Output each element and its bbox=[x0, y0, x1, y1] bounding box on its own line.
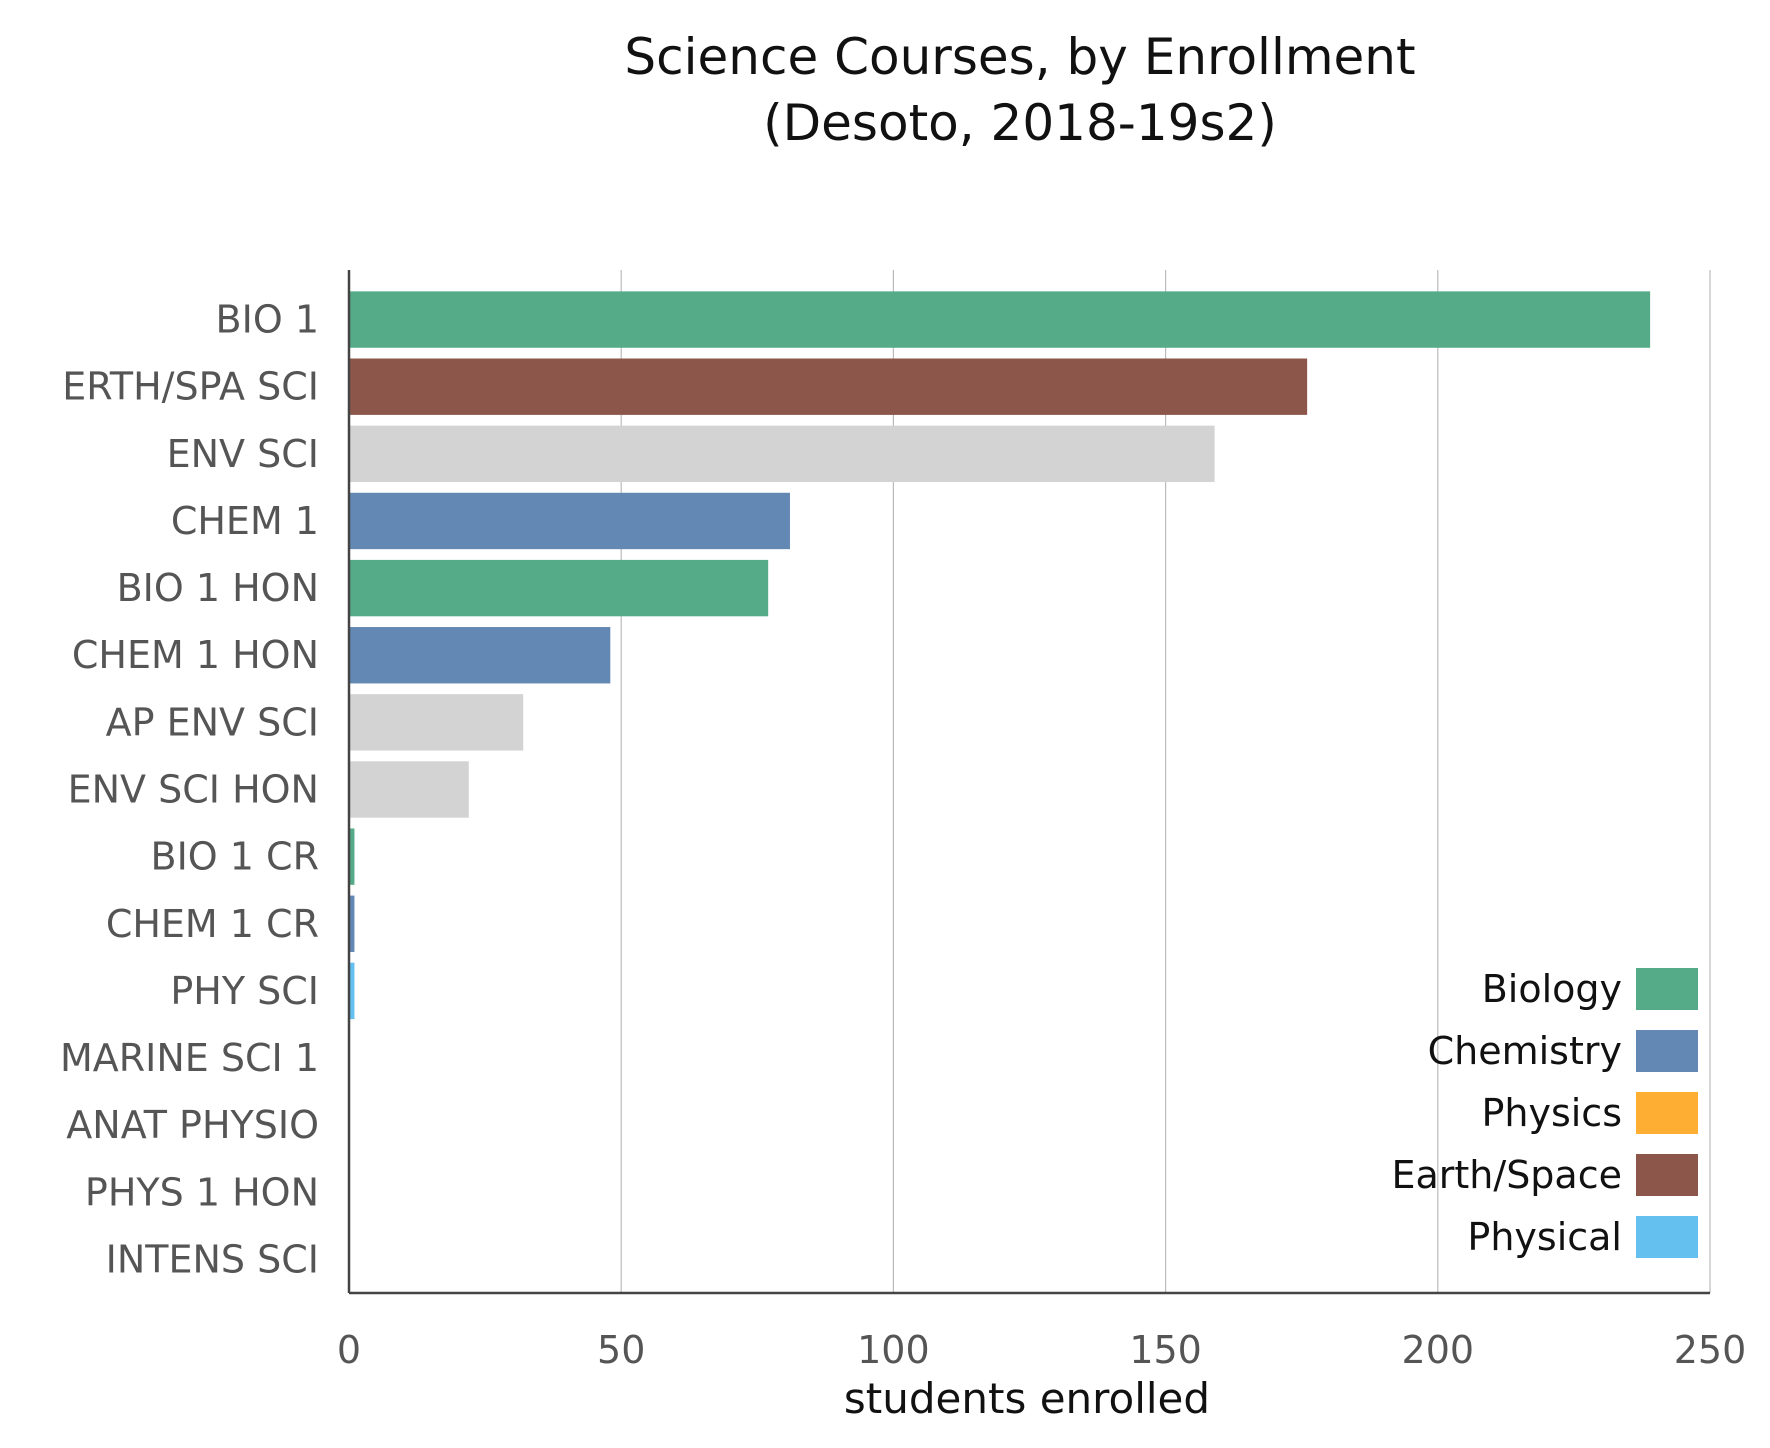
x-tick-label: 250 bbox=[1674, 1328, 1747, 1372]
bar bbox=[349, 627, 611, 684]
category-label: PHYS 1 HON bbox=[85, 1170, 319, 1214]
bar bbox=[349, 828, 355, 885]
bars bbox=[349, 291, 1651, 1020]
category-label: ENV SCI bbox=[167, 432, 319, 476]
x-tick-label: 100 bbox=[857, 1328, 930, 1372]
legend-label: Physics bbox=[1481, 1091, 1622, 1135]
category-label: ANAT PHYSIO bbox=[66, 1103, 319, 1147]
category-label: ERTH/SPA SCI bbox=[62, 365, 319, 409]
x-axis-label: students enrolled bbox=[844, 1374, 1210, 1423]
gridlines bbox=[620, 270, 1711, 1293]
category-label: BIO 1 bbox=[216, 298, 319, 342]
legend-swatch bbox=[1636, 1092, 1698, 1134]
category-label: BIO 1 CR bbox=[151, 835, 319, 879]
category-label: ENV SCI HON bbox=[68, 768, 319, 812]
x-tick-label: 200 bbox=[1402, 1328, 1475, 1372]
legend-swatch bbox=[1636, 1030, 1698, 1072]
bar bbox=[349, 425, 1215, 483]
bar bbox=[349, 694, 524, 751]
bar bbox=[349, 761, 469, 818]
category-label: PHY SCI bbox=[170, 969, 319, 1013]
bar bbox=[349, 559, 769, 617]
category-label: AP ENV SCI bbox=[106, 700, 319, 744]
x-tick-labels: 0 50 100 150 200 250 bbox=[337, 1328, 1746, 1372]
bar bbox=[349, 358, 1308, 415]
chart-title-line-2: (Desoto, 2018-19s2) bbox=[763, 94, 1277, 152]
category-label: CHEM 1 CR bbox=[106, 902, 319, 946]
legend-swatch bbox=[1636, 1216, 1698, 1258]
legend-label: Physical bbox=[1467, 1215, 1622, 1259]
bar bbox=[349, 962, 355, 1020]
chart-title-line-1: Science Courses, by Enrollment bbox=[624, 28, 1415, 86]
legend-swatch bbox=[1636, 1154, 1698, 1196]
bar bbox=[349, 291, 1651, 348]
category-label: BIO 1 HON bbox=[117, 566, 319, 610]
legend-label: Biology bbox=[1482, 967, 1622, 1011]
category-label: CHEM 1 HON bbox=[72, 633, 319, 677]
category-label: MARINE SCI 1 bbox=[60, 1036, 319, 1080]
bar bbox=[349, 895, 355, 952]
x-tick-label: 0 bbox=[337, 1328, 361, 1372]
legend-label: Earth/Space bbox=[1391, 1153, 1622, 1197]
legend: Biology Chemistry Physics Earth/Space Physic… bbox=[1391, 967, 1698, 1259]
category-label: CHEM 1 bbox=[171, 499, 319, 543]
legend-swatch bbox=[1636, 968, 1698, 1010]
category-labels: BIO 1 ERTH/SPA SCI ENV SCI CHEM 1 BIO 1 HON C… bbox=[60, 298, 319, 1282]
legend-label: Chemistry bbox=[1428, 1029, 1622, 1073]
bar bbox=[349, 492, 790, 550]
category-label: INTENS SCI bbox=[106, 1237, 319, 1281]
x-tick-label: 150 bbox=[1129, 1328, 1202, 1372]
x-tick-label: 50 bbox=[597, 1328, 645, 1372]
